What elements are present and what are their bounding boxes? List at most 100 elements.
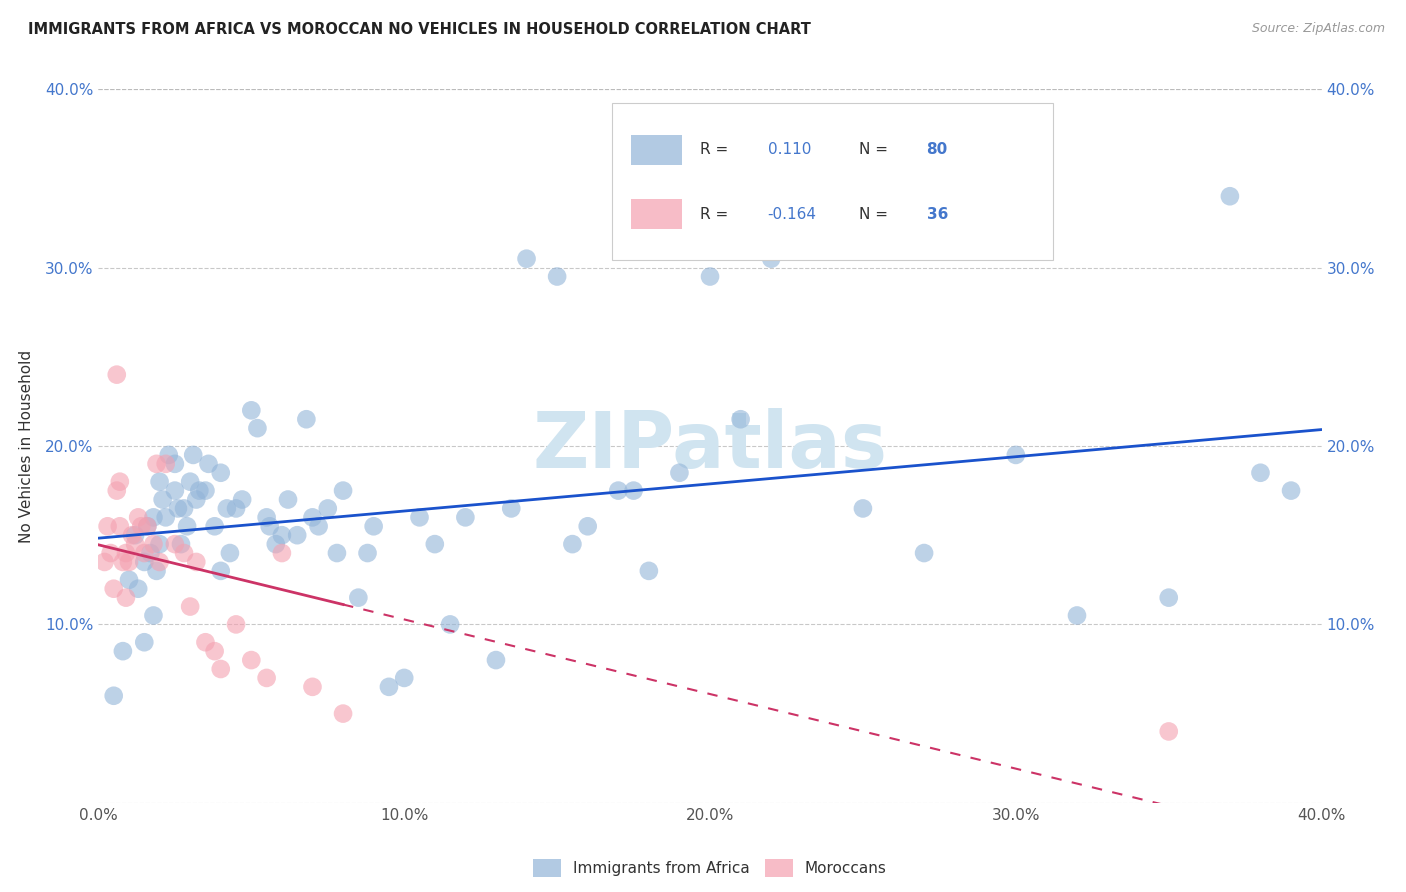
Point [912,546,935,560]
Text: 0.110: 0.110 [768,143,811,157]
Text: N =: N = [859,143,889,157]
Text: R =: R = [700,143,728,157]
Point [124,537,146,551]
Point [209,466,232,480]
Point [194,483,217,498]
Point [145,457,167,471]
Point [115,546,138,560]
Point [454,510,477,524]
Text: 36: 36 [927,207,948,221]
Point [1004,448,1026,462]
Point [142,510,165,524]
Point [246,421,269,435]
Point [852,501,875,516]
Point [127,510,149,524]
Point [108,519,131,533]
Point [197,457,219,471]
Point [301,680,323,694]
Point [111,644,134,658]
Point [378,680,401,694]
Point [668,466,690,480]
Point [100,546,122,560]
Point [485,653,508,667]
Point [1157,591,1180,605]
Point [730,412,752,426]
Point [163,537,186,551]
Point [209,662,232,676]
Point [623,483,645,498]
Point [163,457,186,471]
Point [326,546,349,560]
Point [225,617,247,632]
Point [516,252,538,266]
Point [576,519,599,533]
Point [145,564,167,578]
Point [363,519,385,533]
Point [136,519,159,533]
Point [209,564,232,578]
Point [97,519,120,533]
Point [139,546,162,560]
Legend: Immigrants from Africa, Moroccans: Immigrants from Africa, Moroccans [527,853,893,882]
Point [607,483,630,498]
Point [231,492,253,507]
Point [270,528,292,542]
Point [308,519,330,533]
Point [155,510,177,524]
Point [118,555,141,569]
Point [142,608,165,623]
Y-axis label: No Vehicles in Household: No Vehicles in Household [18,350,34,542]
Point [155,457,177,471]
Point [392,671,416,685]
Point [1219,189,1241,203]
Point [134,635,156,649]
Point [149,555,172,569]
Point [136,519,159,533]
Point [124,528,146,542]
Point [204,644,226,658]
Point [129,519,152,533]
Point [186,555,208,569]
Point [219,546,242,560]
Point [142,537,165,551]
Point [173,546,195,560]
Text: 80: 80 [927,143,948,157]
Point [759,252,782,266]
Point [167,501,190,516]
Point [277,492,299,507]
Point [316,501,339,516]
Point [240,653,263,667]
FancyBboxPatch shape [630,199,682,229]
Point [423,537,446,551]
Point [439,617,461,632]
Point [501,501,523,516]
Point [264,537,287,551]
Text: ZIPatlas: ZIPatlas [533,408,887,484]
Point [188,483,211,498]
Point [270,546,292,560]
Point [170,537,193,551]
Point [256,510,278,524]
Point [347,591,370,605]
Point [699,269,721,284]
Point [152,492,174,507]
Point [103,582,125,596]
Point [121,528,143,542]
FancyBboxPatch shape [630,135,682,165]
Point [561,537,583,551]
Point [103,689,125,703]
Point [194,635,217,649]
Point [149,475,172,489]
Point [179,599,201,614]
Point [1279,483,1302,498]
Point [127,582,149,596]
Point [356,546,378,560]
Point [408,510,430,524]
Point [1157,724,1180,739]
Point [181,448,204,462]
Text: Source: ZipAtlas.com: Source: ZipAtlas.com [1251,22,1385,36]
Point [163,483,186,498]
Point [173,501,195,516]
Point [149,537,172,551]
Point [295,412,318,426]
